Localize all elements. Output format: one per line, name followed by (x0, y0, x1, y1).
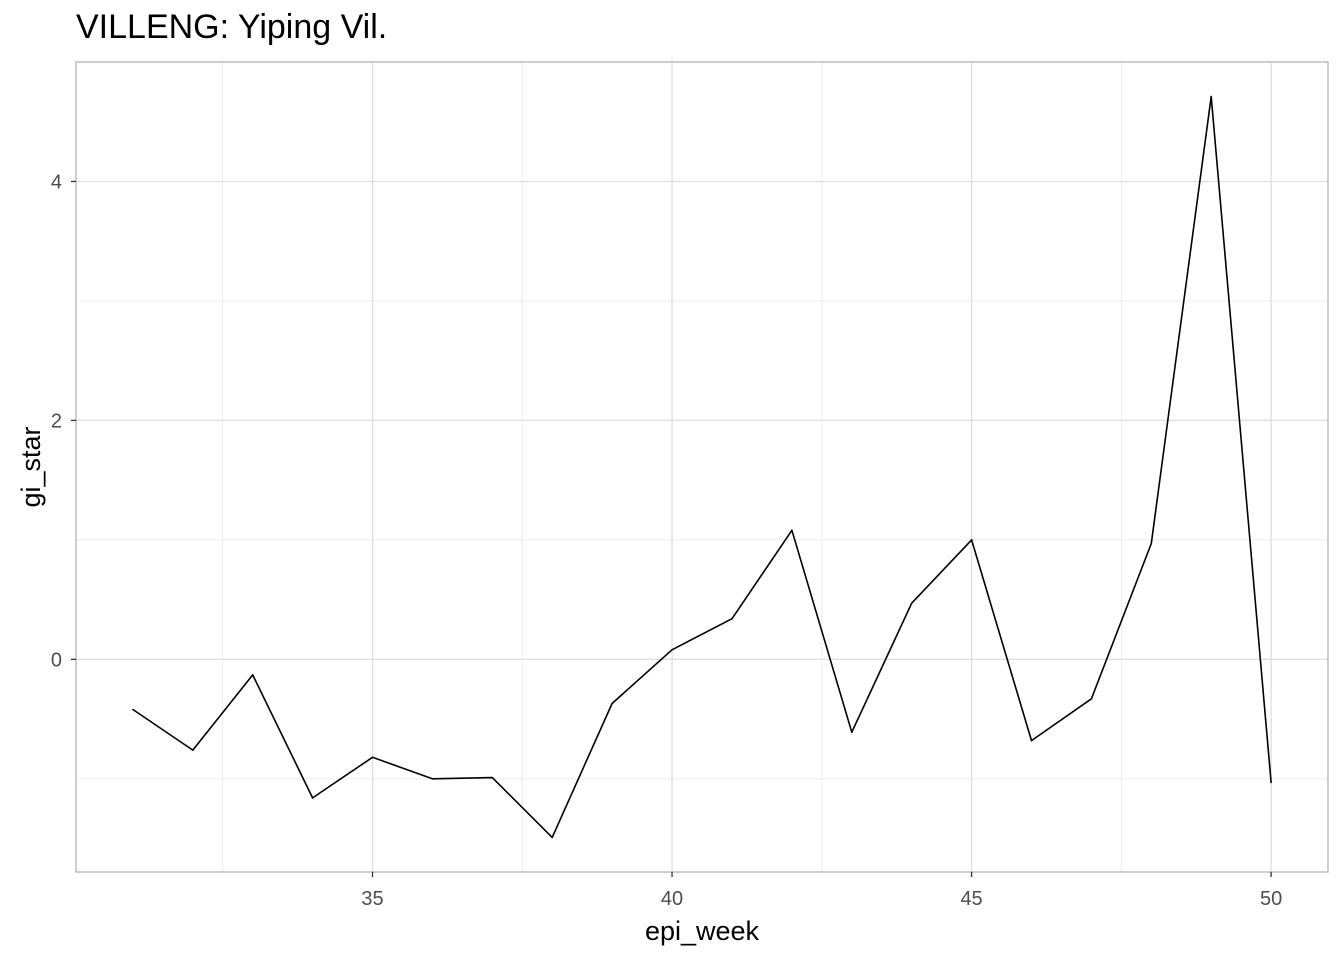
data-point (1090, 697, 1093, 700)
data-point (491, 776, 494, 779)
major-gridlines (76, 62, 1328, 872)
data-point (551, 836, 554, 839)
y-tick-label: 0 (51, 649, 62, 671)
data-point (1270, 781, 1272, 784)
x-tick-label: 45 (960, 888, 982, 910)
data-point (192, 749, 194, 751)
minor-gridlines (76, 61, 1328, 872)
data-point (791, 529, 793, 532)
y-axis-title: gi_star (16, 426, 46, 507)
data-point (970, 539, 973, 541)
data-point (431, 778, 434, 780)
chart-title: VILLENG: Yiping Vil. (76, 8, 388, 46)
data-point (910, 602, 913, 604)
data-point (1030, 739, 1033, 742)
data-point (1210, 95, 1212, 98)
y-tick-label: 4 (51, 171, 62, 193)
data-point (1150, 542, 1153, 545)
y-axis-ticks: 0 2 4 (51, 171, 76, 671)
data-point (251, 674, 254, 676)
data-point (731, 617, 733, 620)
series-layer (132, 95, 1272, 839)
data-point (850, 731, 853, 734)
data-point (371, 756, 374, 759)
series-line (132, 95, 1272, 839)
x-tick-label: 35 (361, 888, 383, 910)
data-point (132, 708, 134, 711)
x-tick-label: 50 (1260, 888, 1282, 910)
data-point (611, 702, 613, 705)
data-point (671, 648, 673, 651)
data-point (311, 797, 314, 799)
y-tick-label: 2 (51, 410, 62, 432)
x-axis-title: epi_week (645, 916, 760, 946)
panel-border (75, 61, 1329, 873)
x-axis-ticks: 35 40 45 50 (361, 872, 1282, 910)
x-tick-label: 40 (661, 888, 683, 910)
